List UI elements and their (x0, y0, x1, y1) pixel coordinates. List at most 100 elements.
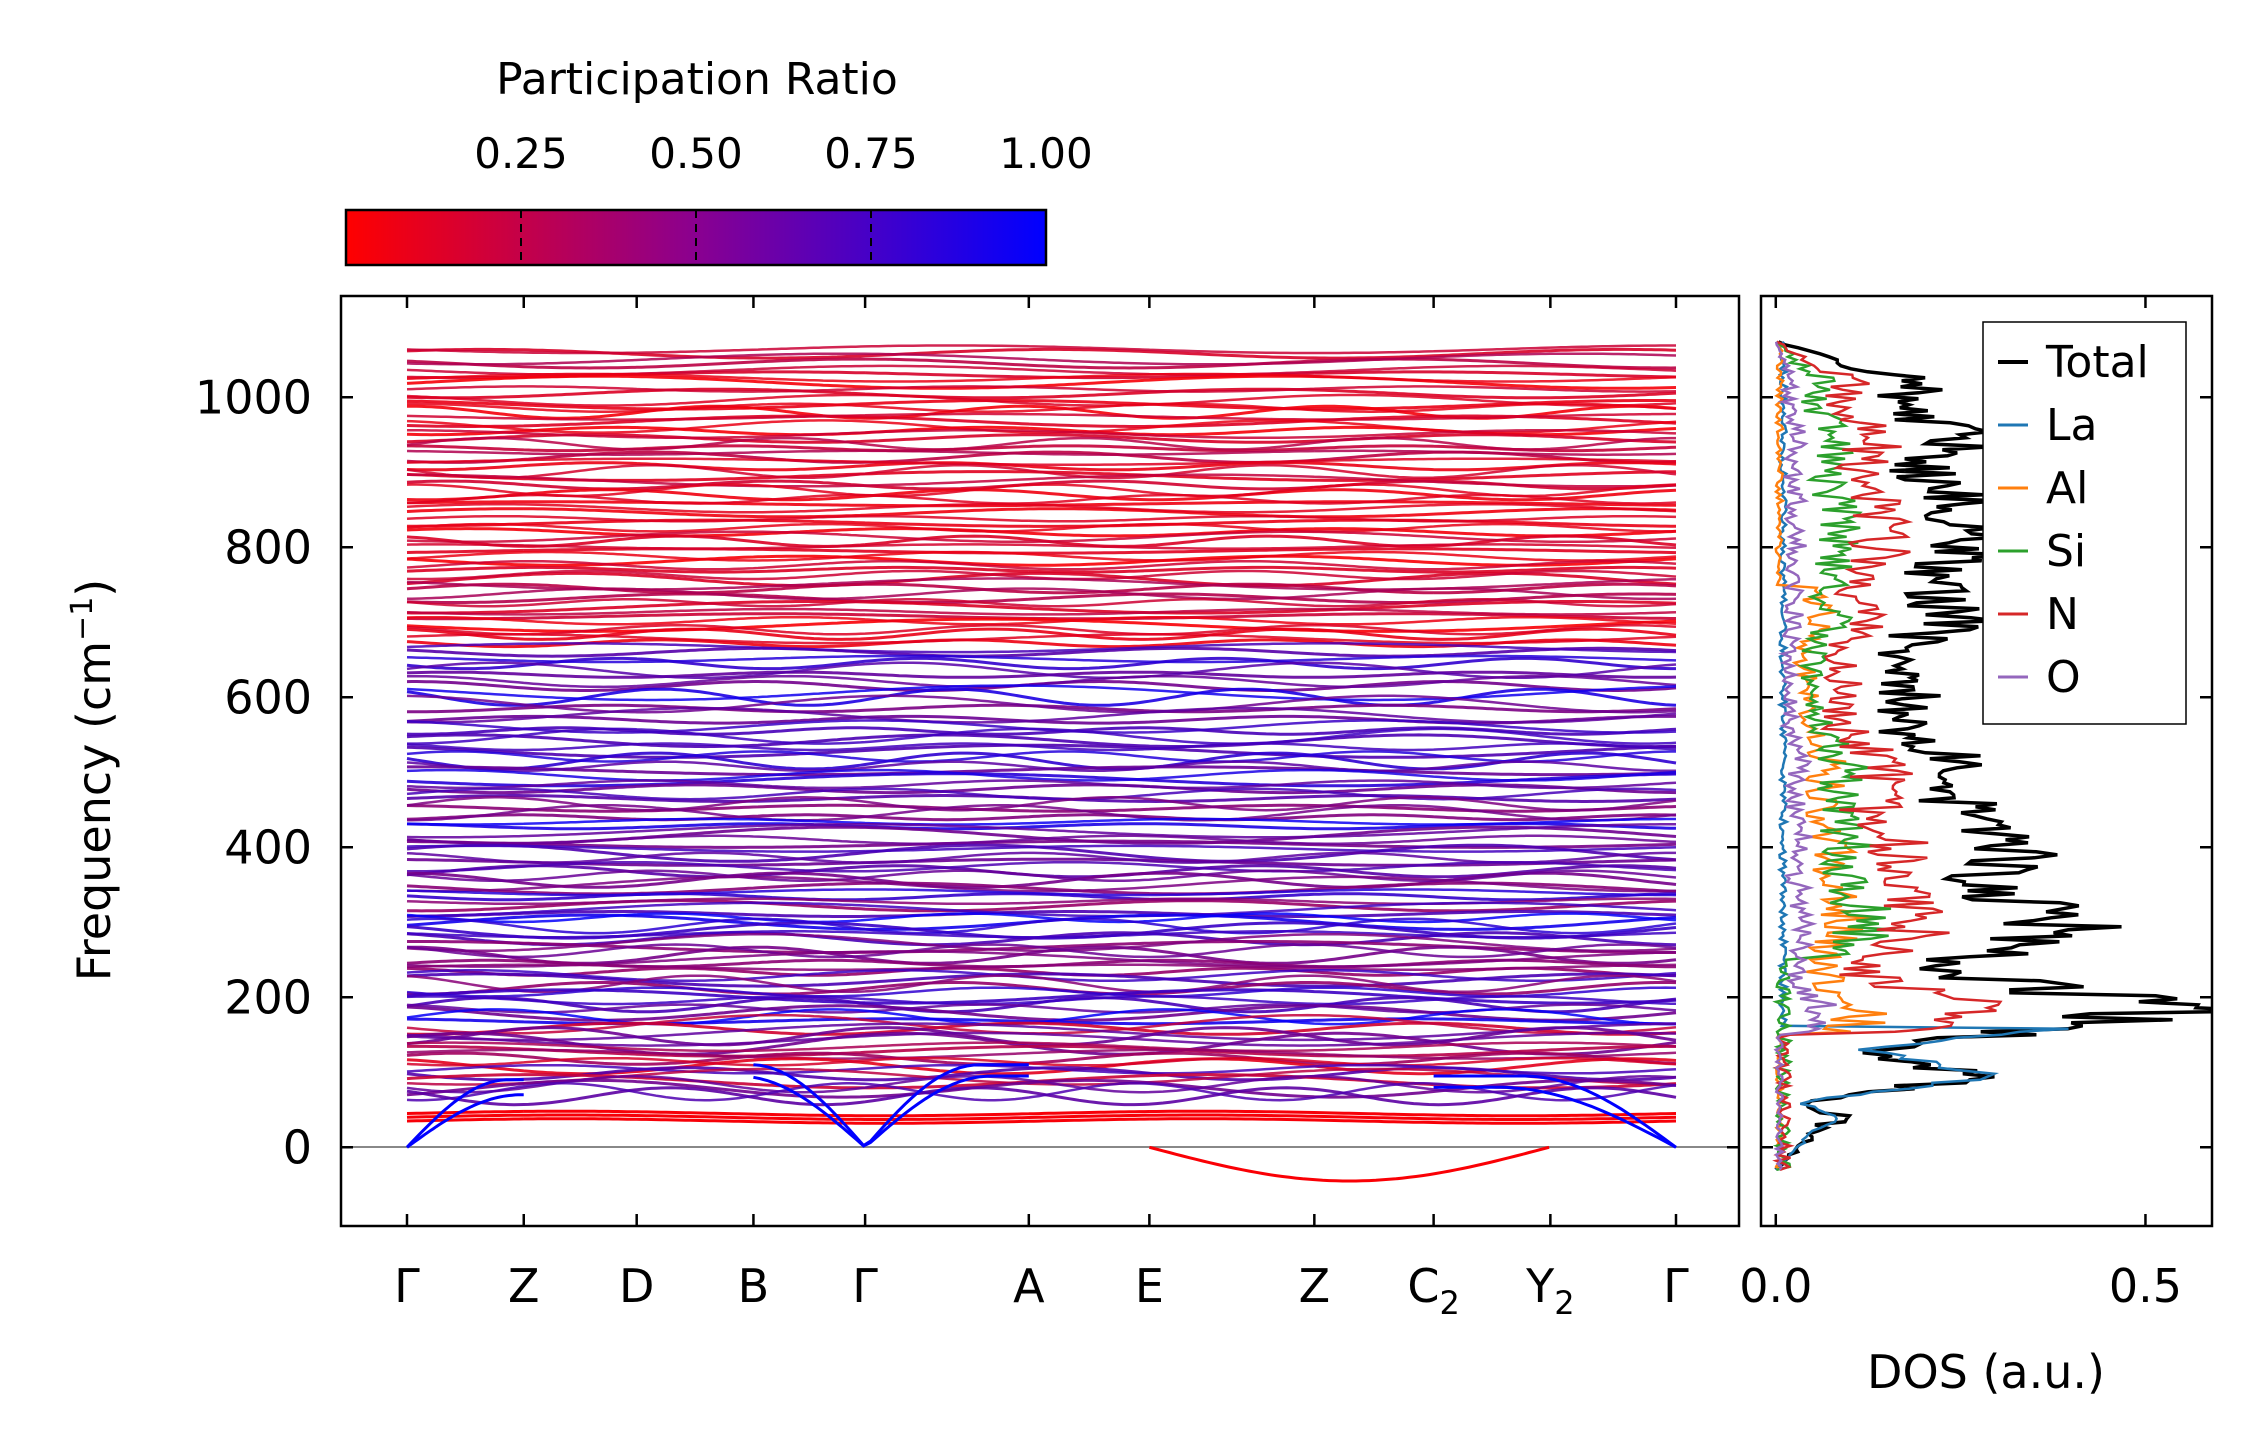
k-point-subscript: 2 (1440, 1284, 1460, 1322)
phonon-band (406, 642, 1677, 654)
phonon-band (406, 493, 1677, 505)
phonon-band (406, 615, 1677, 626)
y-axis-label: Frequency (cm−1) (65, 579, 121, 982)
dos-legend: Total La Al Si NO (1982, 321, 2187, 725)
k-point-label: D (619, 1259, 654, 1313)
dos-curve-n (1772, 340, 2003, 1171)
dos-axes-frame (1759, 294, 2214, 1228)
phonon-band (406, 901, 1677, 918)
phonon-band (406, 522, 1676, 533)
acoustic-branch (753, 1063, 1029, 1148)
phonon-band (406, 385, 1677, 393)
k-point-label: Γ (1663, 1259, 1689, 1313)
legend-items: Total La Al Si NO (1998, 337, 2149, 703)
phonon-band (406, 550, 1677, 562)
legend-label: Total (2045, 337, 2149, 388)
phonon-band-low (406, 1117, 1677, 1125)
phonon-bands (405, 344, 1677, 1183)
phonon-band (406, 654, 1677, 664)
phonon-band (406, 888, 1677, 897)
k-point-symbol: Γ (852, 1259, 878, 1313)
phonon-band (406, 344, 1676, 355)
band-y-ticks: 0 200 400 600 800 1000 (195, 370, 1739, 1174)
k-point-label: Γ (852, 1259, 878, 1313)
phonon-band (406, 1082, 1677, 1102)
phonon-band (406, 684, 1677, 702)
dos-curves (1772, 340, 2212, 1172)
phonon-band (406, 393, 1677, 407)
legend-label: N (2046, 589, 2079, 640)
phonon-band (406, 1031, 1677, 1047)
k-point-symbol: Γ (394, 1259, 420, 1313)
phonon-band (406, 436, 1676, 451)
phonon-band (406, 834, 1677, 845)
k-point-label: C2 (1407, 1259, 1459, 1322)
y-tick-label: 400 (224, 820, 312, 874)
band-axes-frame (339, 294, 1741, 1228)
dos-curve-si (1772, 340, 1896, 1172)
k-point-symbol: A (1013, 1259, 1045, 1313)
colorbar-tick-label: 0.75 (824, 129, 918, 178)
phonon-band (406, 1086, 1677, 1107)
dos-curve-total (1774, 340, 2212, 1171)
phonon-band (406, 969, 1677, 982)
phonon-band (406, 530, 1677, 544)
y-tick-label: 200 (224, 970, 312, 1024)
phonon-band (406, 943, 1677, 959)
phonon-band (406, 995, 1677, 1006)
imaginary-branch (1149, 1145, 1550, 1183)
phonon-band (406, 507, 1677, 519)
phonon-band (406, 607, 1677, 616)
y-tick-label: 600 (224, 670, 312, 724)
phonon-band (406, 559, 1677, 571)
k-point-label: Z (1299, 1259, 1331, 1313)
k-point-symbol: C (1407, 1259, 1439, 1313)
phonon-band (406, 670, 1677, 679)
legend-frame (1982, 321, 2187, 725)
phonon-band (406, 449, 1677, 456)
phonon-band (406, 1008, 1676, 1026)
k-point-label: A (1013, 1259, 1045, 1313)
phonon-band (406, 656, 1676, 671)
phonon-band (406, 598, 1677, 608)
k-point-symbol: E (1135, 1259, 1164, 1313)
phonon-band (406, 387, 1677, 400)
acoustic-branch (1433, 1085, 1677, 1149)
colorbar: Participation Ratio 0.25 0.50 0.75 1.00 (344, 54, 1093, 267)
phonon-band (406, 817, 1676, 826)
phonon-band (406, 844, 1677, 853)
k-point-label: Z (508, 1259, 540, 1313)
y-tick-label: 1000 (195, 370, 312, 424)
colorbar-ticks: 0.25 0.50 0.75 1.00 (474, 129, 1093, 265)
dos-y-ticks (1761, 396, 2212, 1149)
phonon-band (406, 917, 1677, 935)
k-point-symbol: Z (1299, 1259, 1331, 1313)
k-point-label: Γ (394, 1259, 420, 1313)
legend-label: Al (2046, 463, 2088, 514)
dos-panel: 0.0 0.5 DOS (a.u.) Total La Al Si NO (1739, 294, 2214, 1399)
y-axis-label-sup: −1 (65, 597, 100, 641)
dos-curve-al (1773, 341, 1888, 1171)
phonon-band (407, 402, 1677, 413)
phonon-band (406, 779, 1677, 790)
legend-label: Si (2046, 526, 2086, 577)
phonon-band (406, 503, 1677, 514)
colorbar-tick-label: 1.00 (999, 129, 1093, 178)
dos-x-ticks: 0.0 0.5 (1739, 296, 2182, 1313)
y-axis-label-close: ) (67, 579, 121, 597)
colorbar-tick-label: 0.25 (474, 129, 568, 178)
dos-x-tick-label: 0.0 (1739, 1259, 1812, 1313)
y-tick-label: 0 (283, 1120, 312, 1174)
y-axis-label-main: Frequency (cm (67, 641, 121, 981)
phonon-band (406, 565, 1677, 574)
phonon-band (406, 412, 1676, 421)
phonon-band-low (406, 1113, 1677, 1121)
phonon-band (406, 813, 1677, 822)
k-point-label: B (738, 1259, 770, 1313)
k-point-symbol: B (738, 1259, 770, 1313)
band-x-ticks: Γ Z D B Γ A E Z C2 Y 2 Γ (394, 296, 1689, 1322)
k-point-symbol: Y (1525, 1259, 1555, 1313)
phonon-band (406, 760, 1677, 773)
